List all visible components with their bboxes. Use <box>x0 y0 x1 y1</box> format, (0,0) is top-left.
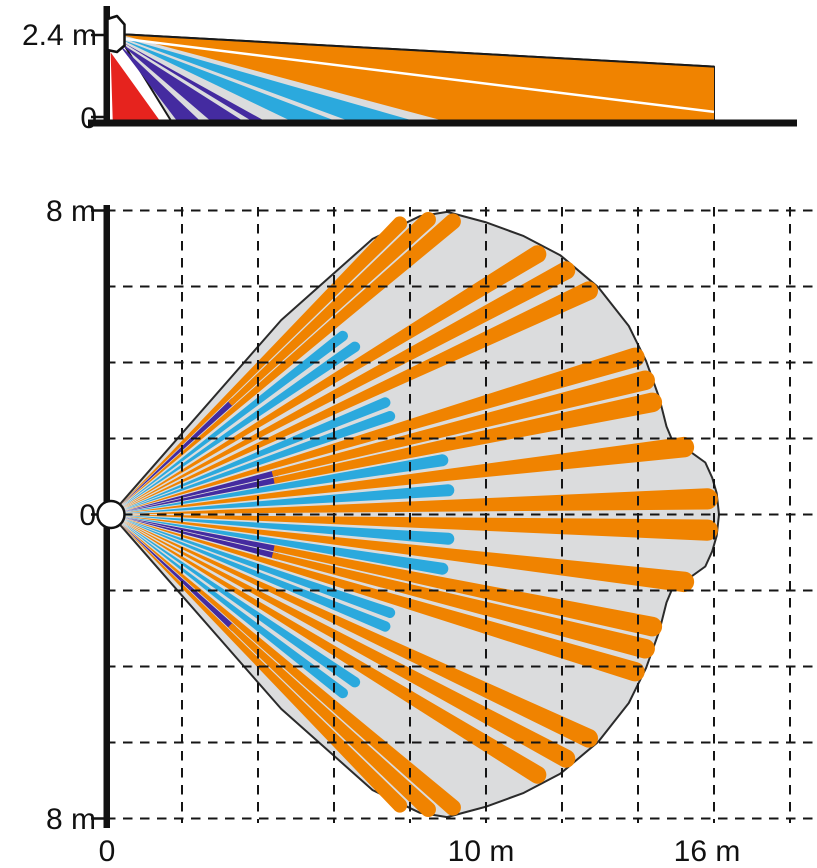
plan-x-sixteen-label: 16 m <box>674 835 741 868</box>
plan-grid <box>106 207 816 823</box>
plan-x-ten-label: 10 m <box>448 835 515 868</box>
detector-side-icon <box>106 14 126 54</box>
plan-0-label: 0 <box>79 499 96 532</box>
plan-x-zero-label: 0 <box>99 835 116 868</box>
side-wall-axis <box>103 6 110 127</box>
side-zero-label: 0 <box>80 102 97 135</box>
side-height-label: 2.4 m <box>22 19 97 52</box>
plan-8m-bottom-label: 8 m <box>46 803 96 836</box>
plan-view: 8 m 0 8 m 0 10 m 16 m <box>46 195 816 868</box>
plan-8m-top-label: 8 m <box>46 195 96 228</box>
side-beams <box>110 33 715 123</box>
side-floor-line <box>88 119 797 127</box>
side-view: 2.4 m 0 <box>22 6 797 135</box>
coverage-fan-fingers <box>120 211 718 818</box>
detector-plan-icon <box>96 499 126 530</box>
